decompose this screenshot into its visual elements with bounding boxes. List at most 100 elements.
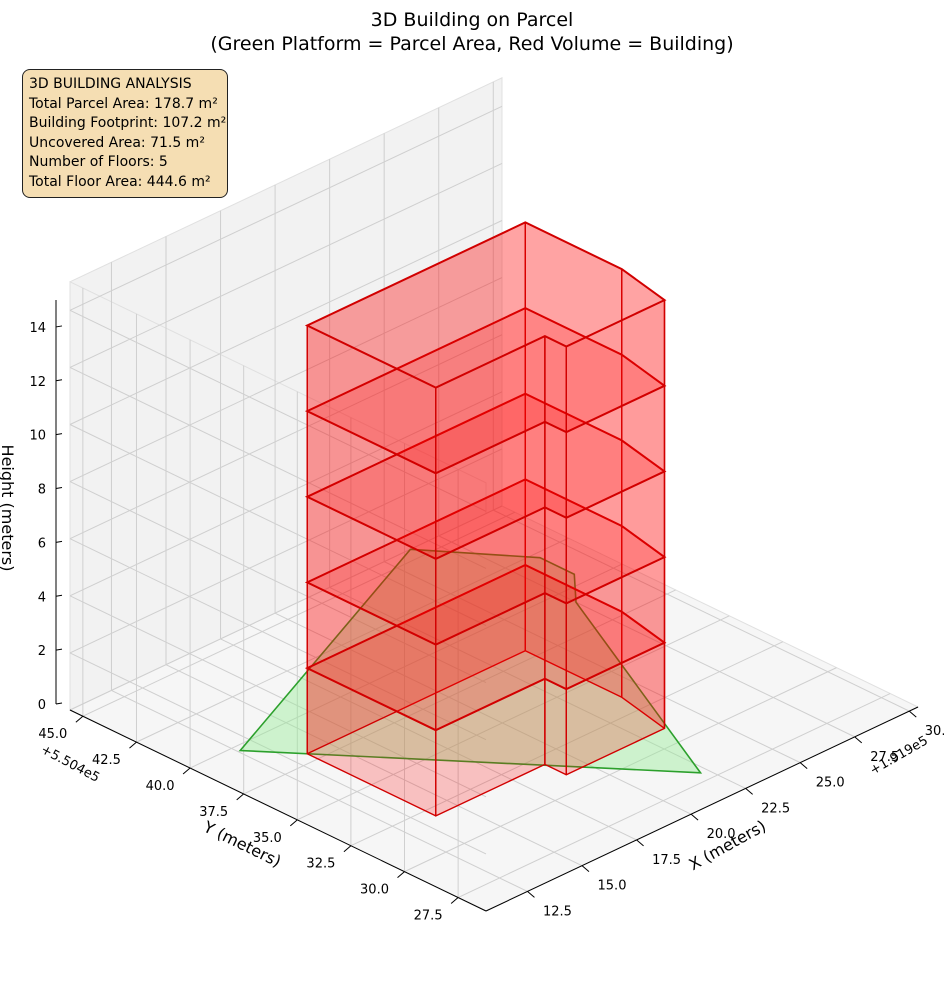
y-tick [129, 741, 137, 749]
x-tick-label: 17.5 [652, 853, 681, 868]
grid-line [69, 652, 487, 855]
axes-panes [68, 77, 920, 912]
grid-line [69, 366, 487, 569]
x-axis-label: X (meters) [686, 816, 770, 874]
y-tick [75, 715, 84, 723]
x-tick [854, 736, 863, 744]
floor-slab [304, 221, 667, 389]
x-tick-label: 27.5 [870, 750, 899, 765]
x-tick-label: 25.0 [816, 776, 845, 791]
grid-line [457, 693, 891, 898]
x-tick [581, 865, 590, 873]
z-tick-label: 10 [29, 429, 46, 444]
z-tick-label: 0 [38, 698, 46, 713]
y-tick-label: 32.5 [306, 857, 335, 872]
y-tick [236, 793, 245, 801]
z-tick [55, 540, 63, 543]
z-tick-label: 6 [38, 536, 46, 551]
x-tick-label: 20.0 [707, 827, 736, 842]
y-tick-label: 40.0 [146, 779, 175, 794]
grid-line [69, 162, 503, 368]
z-tick [55, 648, 63, 651]
z-tick [55, 379, 63, 382]
building-wall [544, 506, 567, 605]
grid-line [189, 563, 623, 769]
x-tick-label: 30.0 [925, 724, 944, 739]
grid-line [329, 586, 746, 789]
z-tick-label: 14 [29, 321, 46, 336]
y-tick [182, 767, 191, 775]
y-tick-label: 27.5 [414, 909, 443, 924]
grid-line [69, 277, 503, 483]
parcel-platform [238, 548, 703, 774]
y-tick-label: 37.5 [199, 805, 228, 820]
x-tick [527, 891, 535, 898]
grid-line [383, 561, 801, 764]
x-tick-label: 15.0 [598, 879, 627, 894]
y-tick-label: 45.0 [38, 727, 67, 742]
building-wall [544, 592, 567, 690]
grid-line [136, 537, 569, 743]
grid-line [297, 615, 730, 821]
x-tick [690, 813, 699, 821]
z-tick [55, 702, 63, 705]
info-floors: Number of Floors: 5 [29, 154, 168, 171]
z-tick [55, 325, 63, 328]
grid-line [69, 105, 503, 311]
y-tick-label: 35.0 [253, 831, 282, 846]
info-heading: 3D BUILDING ANALYSIS [29, 76, 192, 92]
z-tick [55, 433, 63, 436]
building-wall [544, 421, 567, 519]
grid-line [69, 505, 503, 711]
building-wall [544, 335, 567, 433]
x-tick-label: 12.5 [543, 904, 572, 919]
info-footprint: Building Footprint: 107.2 m² [29, 115, 227, 132]
y-tick [397, 871, 405, 879]
info-parcel-area: Total Parcel Area: 178.7 m² [29, 95, 218, 112]
parcel-polygon [238, 548, 703, 774]
z-axis-label: Height (meters) [0, 445, 17, 572]
y-tick-label: 30.0 [360, 883, 389, 898]
z-tick-label: 4 [38, 590, 46, 605]
grid-line [165, 664, 583, 867]
grid-line [82, 511, 516, 717]
grid-line [493, 509, 910, 712]
info-box: 3D BUILDING ANALYSIS Total Parcel Area: … [22, 69, 228, 198]
z-tick-label: 2 [38, 644, 46, 659]
x-tick [799, 762, 808, 770]
z-tick-label: 8 [38, 483, 46, 498]
axes-lines [55, 300, 919, 912]
grid-line [69, 481, 487, 684]
grid-line [69, 448, 503, 654]
info-total-floor-area: Total Floor Area: 444.6 m² [29, 173, 211, 190]
axes-grid [69, 81, 910, 912]
chart-title: 3D Building on Parcel [371, 9, 574, 31]
grid-line [69, 538, 487, 741]
grid-line [69, 309, 487, 512]
y-tick-label: 42.5 [92, 753, 121, 768]
y-tick [343, 845, 352, 853]
z-tick-label: 12 [29, 375, 46, 390]
grid-line [243, 589, 676, 795]
z-tick [55, 594, 63, 597]
x-axis-line [485, 706, 919, 912]
building-wall [544, 678, 567, 776]
grid-line [274, 612, 692, 815]
grid-line [69, 220, 503, 425]
y-axis-line [69, 709, 487, 912]
grid-line [220, 638, 637, 841]
x-tick-label: 22.5 [761, 801, 790, 816]
x-tick [636, 839, 644, 847]
info-uncovered: Uncovered Area: 71.5 m² [29, 134, 205, 151]
grid-line [69, 334, 503, 540]
y-tick [289, 819, 298, 827]
chart-subtitle: (Green Platform = Parcel Area, Red Volum… [210, 33, 733, 55]
grid-line [69, 391, 503, 597]
z-tick [55, 487, 63, 490]
x-tick [908, 710, 917, 718]
grid-line [438, 535, 855, 738]
x-tick [745, 788, 753, 795]
tick-labels: 12.5 15.0 17.5 20.0 22.5 25.0 27.5 30.0 27.5 30.0… [29, 321, 944, 924]
grid-line [69, 595, 487, 798]
